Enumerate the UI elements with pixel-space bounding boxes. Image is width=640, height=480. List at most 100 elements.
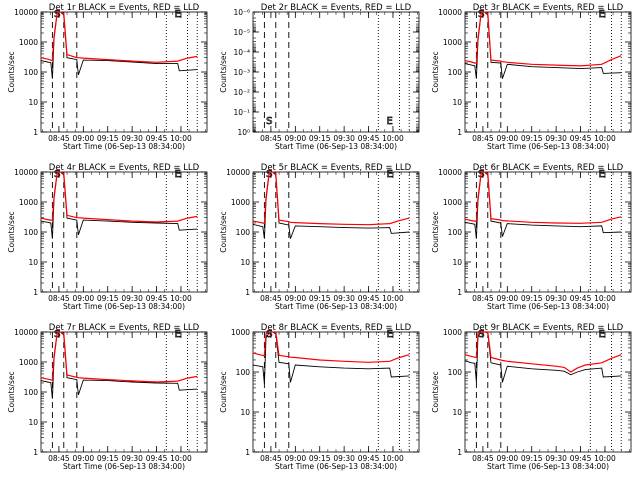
x-tick-label: 09:15 (521, 454, 543, 463)
x-tick-label: 09:15 (309, 134, 331, 143)
x-tick-label: 09:45 (146, 454, 168, 463)
events-rate-line (464, 171, 622, 239)
chart-det-2: Det 2r BLACK = Events, RED = LLD 10⁰ 10⁻¹ 1… (219, 3, 420, 151)
chart-det-8: Det 8r BLACK = Events, RED = LLD 1 10 100 10… (219, 323, 420, 471)
plot-frame (464, 11, 632, 133)
x-tick-label: 09:30 (333, 454, 355, 463)
chart-title: Det 3r BLACK = Events, RED = LLD (473, 3, 624, 13)
y-tick-label: 10000 (226, 168, 250, 177)
chart-title: Det 4r BLACK = Events, RED = LLD (49, 163, 200, 173)
x-tick-label: 09:00 (73, 294, 95, 303)
x-tick-label: 10:00 (170, 294, 192, 303)
lld-rate-line (40, 171, 198, 223)
x-axis-label: Start Time (06-Sep-13 08:34:00) (275, 462, 397, 471)
y-tick-label: 1000 (19, 198, 38, 207)
x-tick-label: 09:45 (570, 294, 592, 303)
x-tick-label: 09:15 (97, 454, 119, 463)
x-tick-label: 09:30 (333, 134, 355, 143)
x-tick-label: 10:00 (382, 294, 404, 303)
x-tick-label: 09:15 (97, 294, 119, 303)
plot-frame (40, 331, 208, 453)
end-marker: E (175, 329, 181, 340)
y-tick-label: 100 (24, 388, 39, 397)
x-axis-label: Start Time (06-Sep-13 08:34:00) (487, 142, 609, 151)
x-tick-label: 09:45 (146, 294, 168, 303)
y-axis-label: Counts/sec (219, 51, 228, 92)
y-tick-label: 10000 (14, 8, 38, 17)
x-tick-label: 10:00 (594, 134, 616, 143)
y-tick-label: 10000 (14, 328, 38, 337)
chart-title: Det 5r BLACK = Events, RED = LLD (261, 163, 412, 173)
end-marker: E (175, 9, 181, 20)
end-marker: E (175, 169, 181, 180)
x-tick-label: 09:45 (358, 294, 380, 303)
y-tick-label: 10 (452, 258, 462, 267)
y-tick-label: 1 (457, 128, 462, 137)
x-tick-label: 09:15 (97, 134, 119, 143)
chart-det-9: Det 9r BLACK = Events, RED = LLD 1 10 100 10… (431, 323, 632, 471)
x-tick-label: 09:00 (73, 134, 95, 143)
x-tick-label: 09:00 (73, 454, 95, 463)
events-rate-line (464, 11, 622, 79)
events-rate-line (40, 331, 198, 399)
x-tick-label: 09:30 (545, 134, 567, 143)
chart-title: Det 9r BLACK = Events, RED = LLD (473, 323, 624, 333)
events-rate-line (252, 171, 410, 239)
y-tick-label: 100 (236, 368, 251, 377)
y-tick-label: 1 (33, 128, 38, 137)
lld-rate-line (40, 331, 198, 383)
y-tick-label: 10⁻⁴ (233, 48, 250, 57)
y-tick-label: 10 (240, 258, 250, 267)
y-tick-label: 1 (245, 288, 250, 297)
x-tick-label: 08:45 (48, 134, 70, 143)
x-tick-label: 08:45 (472, 294, 494, 303)
lld-rate-line (464, 171, 622, 224)
chart-title: Det 1r BLACK = Events, RED = LLD (49, 3, 200, 13)
x-tick-label: 08:45 (260, 454, 282, 463)
y-tick-label: 10⁻² (233, 88, 250, 97)
x-tick-label: 08:45 (472, 134, 494, 143)
start-marker: S (478, 329, 484, 340)
y-axis-label: Counts/sec (219, 211, 228, 252)
lld-rate-line (252, 171, 410, 226)
y-tick-label: 1 (33, 448, 38, 457)
y-axis-label: Counts/sec (7, 371, 16, 412)
x-axis-label: Start Time (06-Sep-13 08:34:00) (63, 142, 185, 151)
y-axis-label: Counts/sec (431, 371, 440, 412)
lld-rate-line (464, 11, 622, 67)
end-marker: E (387, 169, 393, 180)
x-tick-label: 09:15 (521, 134, 543, 143)
y-tick-label: 100 (448, 68, 463, 77)
plot-frame (464, 171, 632, 293)
lld-rate-line (252, 331, 410, 363)
end-marker: E (599, 329, 605, 340)
x-tick-label: 10:00 (382, 454, 404, 463)
end-marker: E (599, 9, 605, 20)
y-tick-label: 10 (28, 258, 38, 267)
x-tick-label: 10:00 (382, 134, 404, 143)
events-rate-line (40, 11, 198, 79)
events-rate-line (252, 331, 410, 385)
events-rate-line (40, 171, 198, 239)
y-tick-label: 1000 (231, 328, 250, 337)
y-tick-label: 10 (28, 98, 38, 107)
y-tick-label: 10000 (438, 168, 462, 177)
plot-frame (40, 171, 208, 293)
y-axis-label: Counts/sec (219, 371, 228, 412)
chart-title: Det 2r BLACK = Events, RED = LLD (261, 3, 412, 13)
lld-rate-line (40, 11, 198, 63)
chart-title: Det 7r BLACK = Events, RED = LLD (49, 323, 200, 333)
x-tick-label: 09:00 (497, 134, 519, 143)
lld-rate-line (464, 331, 622, 373)
x-tick-label: 10:00 (170, 134, 192, 143)
x-axis-label: Start Time (06-Sep-13 08:34:00) (275, 142, 397, 151)
x-tick-label: 09:00 (285, 294, 307, 303)
start-marker: S (266, 116, 272, 127)
x-tick-label: 09:30 (333, 294, 355, 303)
x-axis-label: Start Time (06-Sep-13 08:34:00) (63, 462, 185, 471)
y-tick-label: 10⁻¹ (233, 108, 250, 117)
x-axis-label: Start Time (06-Sep-13 08:34:00) (487, 302, 609, 311)
y-tick-label: 1 (33, 288, 38, 297)
chart-det-6: Det 6r BLACK = Events, RED = LLD 1 10 100 10… (431, 163, 632, 311)
